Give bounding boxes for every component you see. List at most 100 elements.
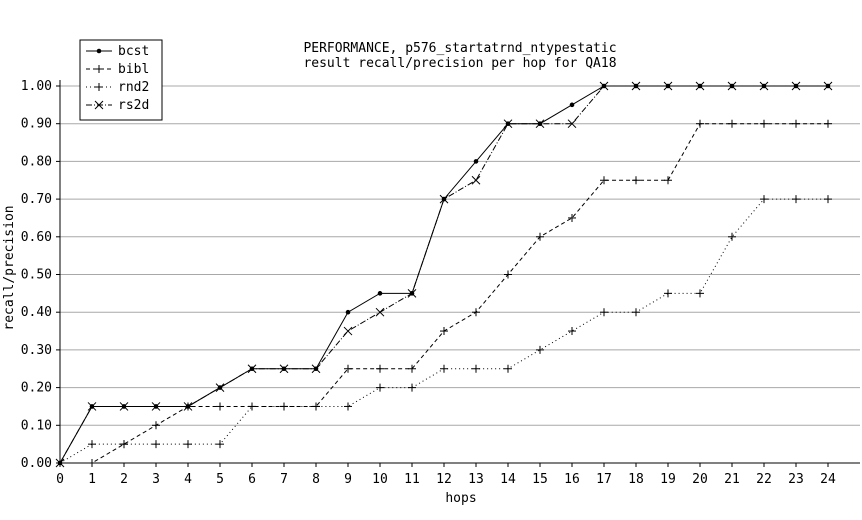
x-tick-label: 10: [372, 472, 388, 487]
data-point-rs2d: [503, 119, 513, 129]
data-point-rnd2: [280, 402, 288, 411]
y-tick-label: 0.90: [21, 117, 52, 132]
data-point-bibl: [536, 232, 544, 241]
data-point-rs2d: [599, 81, 609, 91]
legend-marker: [96, 48, 102, 54]
data-point-rs2d: [631, 81, 641, 91]
data-point-rs2d: [375, 307, 385, 317]
data-point-rnd2: [760, 195, 768, 204]
data-point-bibl: [824, 119, 832, 128]
data-point-bibl: [344, 364, 352, 373]
marker-cross-b: [215, 383, 225, 392]
x-tick-label: 19: [660, 472, 676, 487]
series-rs2d: [55, 81, 833, 468]
data-point-rs2d: [343, 326, 353, 336]
data-point-rnd2: [696, 289, 704, 298]
y-axis-label: recall/precision: [2, 205, 17, 330]
x-tick-label: 3: [152, 472, 160, 487]
marker-cross-b: [247, 364, 257, 374]
legend-item-rs2d: rs2d: [86, 98, 149, 113]
y-tick-label: 0.30: [21, 343, 52, 358]
data-point-bibl: [472, 308, 480, 317]
x-tick-label: 4: [184, 472, 192, 487]
marker-cross-b: [567, 119, 577, 129]
data-point-bibl: [216, 402, 224, 411]
data-point-bibl: [792, 119, 800, 128]
x-tick-label: 12: [436, 472, 452, 487]
x-tick-label: 13: [468, 472, 484, 487]
marker-cross-b: [151, 402, 161, 411]
legend-marker: [95, 65, 103, 73]
data-point-bcst: [569, 102, 575, 108]
x-axis-label: hops: [445, 491, 476, 506]
legend-marker: [95, 83, 103, 91]
data-point-rs2d: [279, 364, 289, 374]
marker-cross-b: [663, 81, 673, 91]
marker-dot: [473, 159, 479, 164]
data-point-rnd2: [632, 308, 640, 317]
marker-cross-b: [183, 402, 193, 411]
x-tick-label: 14: [500, 472, 516, 487]
data-point-rnd2: [568, 327, 576, 336]
marker-cross-b: [439, 194, 449, 204]
data-point-rnd2: [88, 440, 96, 449]
data-point-rs2d: [535, 119, 545, 129]
y-tick-label: 0.10: [21, 418, 52, 433]
marker-cross-b: [631, 81, 641, 91]
x-tick-label: 8: [312, 472, 320, 487]
data-point-rnd2: [600, 308, 608, 317]
legend-label: rs2d: [118, 98, 149, 113]
data-point-rnd2: [120, 440, 128, 449]
data-point-bibl: [760, 119, 768, 128]
marker-cross-b: [727, 81, 737, 91]
marker-cross-b: [407, 288, 417, 298]
marker-cross-b: [535, 119, 545, 129]
axes: [56, 80, 860, 467]
x-tick-label: 17: [596, 472, 612, 487]
marker-cross-b: [119, 402, 129, 411]
data-point-bcst: [473, 159, 479, 164]
x-tick-label: 6: [248, 472, 256, 487]
y-tick-label: 0.50: [21, 268, 52, 283]
data-point-rs2d: [759, 81, 769, 91]
legend-label: rnd2: [118, 80, 149, 95]
data-point-rnd2: [248, 402, 256, 411]
y-tick-label: 0.70: [21, 192, 52, 207]
data-point-rs2d: [55, 458, 65, 468]
x-tick-label: 22: [756, 472, 772, 487]
data-point-bibl: [88, 459, 96, 467]
data-point-rnd2: [664, 289, 672, 298]
data-point-rnd2: [152, 440, 160, 449]
data-point-rs2d: [215, 383, 225, 392]
marker-cross-b: [759, 81, 769, 91]
data-point-rs2d: [439, 194, 449, 204]
y-tick-label: 0.60: [21, 230, 52, 245]
data-point-bibl: [504, 270, 512, 279]
data-point-bibl: [696, 119, 704, 128]
tick-labels: 0.00 0.10 0.20 0.30 0.40 0.50 0.60 0.70 0.80 0.90…: [21, 79, 836, 487]
data-point-bibl: [408, 364, 416, 373]
data-point-rs2d: [87, 402, 97, 411]
y-tick-label: 1.00: [21, 79, 52, 94]
data-point-rs2d: [151, 402, 161, 411]
x-tick-label: 18: [628, 472, 644, 487]
legend-label: bcst: [118, 44, 149, 59]
data-point-rnd2: [472, 364, 480, 373]
x-tick-label: 1: [88, 472, 96, 487]
marker-dot: [96, 48, 102, 54]
data-point-rnd2: [408, 383, 416, 392]
marker-cross-b: [94, 100, 104, 110]
data-point-rnd2: [376, 383, 384, 392]
marker-cross-b: [55, 458, 65, 468]
x-tick-label: 15: [532, 472, 548, 487]
x-tick-label: 5: [216, 472, 224, 487]
x-tick-label: 0: [56, 472, 64, 487]
x-tick-label: 23: [788, 472, 804, 487]
marker-cross-b: [279, 364, 289, 374]
data-point-rnd2: [536, 345, 544, 354]
legend: bcst bibl rnd2 rs2d: [79, 39, 163, 121]
y-tick-label: 0.80: [21, 154, 52, 169]
marker-cross-b: [503, 119, 513, 129]
data-point-rs2d: [311, 364, 321, 374]
y-tick-label: 0.00: [21, 456, 52, 471]
